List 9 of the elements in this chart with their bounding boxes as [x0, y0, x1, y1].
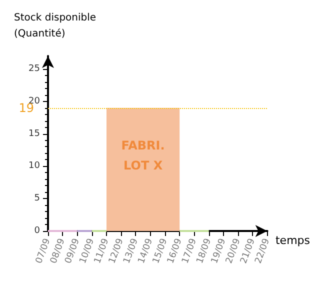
y-tick-label: 5: [34, 194, 40, 204]
x-axis-title: temps: [275, 234, 310, 247]
y-tick-label: 15: [28, 128, 40, 139]
y-tick-label: 25: [28, 64, 40, 74]
annotation: FABRI. LOT X: [121, 138, 165, 172]
y-tick-label: 0: [34, 226, 40, 236]
x-tick-label: 22/09: [254, 237, 272, 266]
y-tick-label: 10: [28, 161, 40, 172]
y-axis-title: Stock disponible (Quantité): [14, 12, 96, 40]
